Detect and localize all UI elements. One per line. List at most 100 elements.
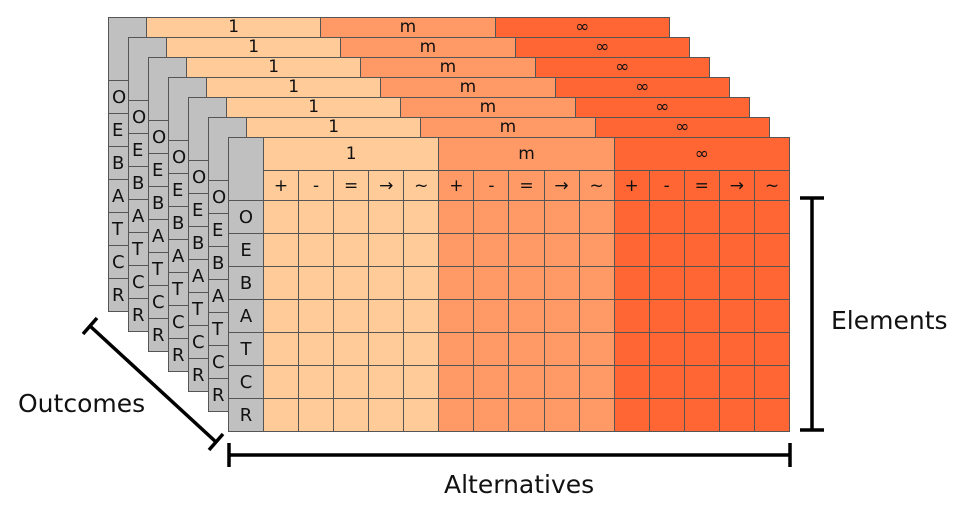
symbol-header: - bbox=[473, 170, 510, 201]
table-cell bbox=[298, 233, 335, 267]
outcomes-bracket bbox=[81, 316, 225, 452]
table-cell bbox=[683, 233, 720, 267]
table-cell bbox=[333, 398, 370, 432]
element-row-label: T bbox=[228, 332, 264, 366]
table-cell bbox=[578, 365, 615, 399]
table-cell bbox=[543, 299, 580, 333]
table-cell bbox=[403, 233, 440, 267]
table-cell bbox=[613, 299, 650, 333]
table-cell bbox=[403, 398, 440, 432]
table-cell bbox=[508, 332, 545, 366]
table-cell bbox=[543, 332, 580, 366]
symbol-header: - bbox=[298, 170, 335, 201]
outcome-table-layer: 1 m ∞ + - = → ~ + - = → ~ + - = → ~ O E B A T C R bbox=[228, 137, 791, 432]
table-cell bbox=[613, 233, 650, 267]
table-cell bbox=[298, 332, 335, 366]
table-cell bbox=[473, 266, 510, 300]
table-cell bbox=[648, 233, 685, 267]
table-cell bbox=[683, 365, 720, 399]
table-cell bbox=[262, 365, 300, 399]
symbol-header: + bbox=[613, 170, 650, 201]
symbol-header: = bbox=[508, 170, 545, 201]
table-cell bbox=[438, 332, 475, 366]
table-cell bbox=[438, 200, 475, 234]
table-cell bbox=[298, 398, 335, 432]
table-cell bbox=[262, 332, 300, 366]
table-cell bbox=[333, 233, 370, 267]
table-cell bbox=[473, 398, 510, 432]
table-cell bbox=[508, 266, 545, 300]
table-cell bbox=[438, 299, 475, 333]
table-cell bbox=[543, 233, 580, 267]
table-cell bbox=[403, 299, 440, 333]
table-cell bbox=[368, 233, 405, 267]
symbol-header: = bbox=[683, 170, 720, 201]
table-cell bbox=[508, 398, 545, 432]
corner-cell bbox=[208, 117, 247, 181]
table-cell bbox=[683, 200, 720, 234]
table-cell bbox=[613, 266, 650, 300]
table-cell bbox=[333, 200, 370, 234]
table-cell bbox=[368, 398, 405, 432]
table-cell bbox=[718, 365, 755, 399]
symbol-header: - bbox=[648, 170, 685, 201]
table-cell bbox=[753, 233, 791, 267]
table-cell bbox=[648, 200, 685, 234]
group-header: ∞ bbox=[613, 137, 791, 171]
alternatives-table: 1 m ∞ + - = → ~ + - = → ~ + - = → ~ O E B A T C R bbox=[228, 137, 791, 432]
table-cell bbox=[262, 233, 300, 267]
table-cell bbox=[718, 299, 755, 333]
table-cell bbox=[648, 365, 685, 399]
table-cell bbox=[648, 266, 685, 300]
table-cell bbox=[648, 332, 685, 366]
table-cell bbox=[578, 233, 615, 267]
alternatives-bracket bbox=[227, 443, 792, 467]
group-header: 1 bbox=[262, 137, 440, 171]
symbol-header: ~ bbox=[753, 170, 791, 201]
table-cell bbox=[508, 365, 545, 399]
table-cell bbox=[333, 332, 370, 366]
outcomes-label: Outcomes bbox=[18, 389, 146, 418]
table-cell bbox=[333, 266, 370, 300]
table-cell bbox=[473, 200, 510, 234]
table-cell bbox=[613, 398, 650, 432]
table-cell bbox=[578, 299, 615, 333]
table-cell bbox=[403, 332, 440, 366]
table-cell bbox=[753, 398, 791, 432]
table-cell bbox=[438, 266, 475, 300]
table-cell bbox=[368, 266, 405, 300]
table-cell bbox=[262, 398, 300, 432]
table-cell bbox=[403, 266, 440, 300]
table-cell bbox=[368, 299, 405, 333]
symbol-header: = bbox=[333, 170, 370, 201]
table-cell bbox=[333, 365, 370, 399]
element-row-label: A bbox=[228, 299, 264, 333]
table-cell bbox=[368, 365, 405, 399]
table-cell bbox=[438, 233, 475, 267]
table-cell bbox=[753, 332, 791, 366]
symbol-header: → bbox=[368, 170, 405, 201]
table-cell bbox=[298, 365, 335, 399]
table-cell bbox=[368, 332, 405, 366]
table-cell bbox=[508, 200, 545, 234]
table-cell bbox=[613, 200, 650, 234]
table-cell bbox=[718, 233, 755, 267]
table-cell bbox=[473, 233, 510, 267]
table-cell bbox=[578, 200, 615, 234]
table-cell bbox=[613, 365, 650, 399]
table-cell bbox=[753, 365, 791, 399]
alternatives-label: Alternatives bbox=[444, 470, 595, 499]
table-cell bbox=[403, 365, 440, 399]
table-cell bbox=[578, 266, 615, 300]
table-cell bbox=[578, 398, 615, 432]
table-cell bbox=[543, 398, 580, 432]
table-cell bbox=[473, 365, 510, 399]
table-cell bbox=[298, 200, 335, 234]
table-cell bbox=[648, 299, 685, 333]
table-cell bbox=[508, 299, 545, 333]
symbol-header: ~ bbox=[403, 170, 440, 201]
corner-cell bbox=[228, 137, 264, 201]
table-cell bbox=[718, 398, 755, 432]
